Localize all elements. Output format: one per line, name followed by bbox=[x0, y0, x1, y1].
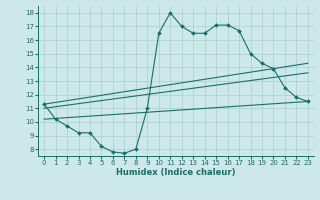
X-axis label: Humidex (Indice chaleur): Humidex (Indice chaleur) bbox=[116, 168, 236, 177]
